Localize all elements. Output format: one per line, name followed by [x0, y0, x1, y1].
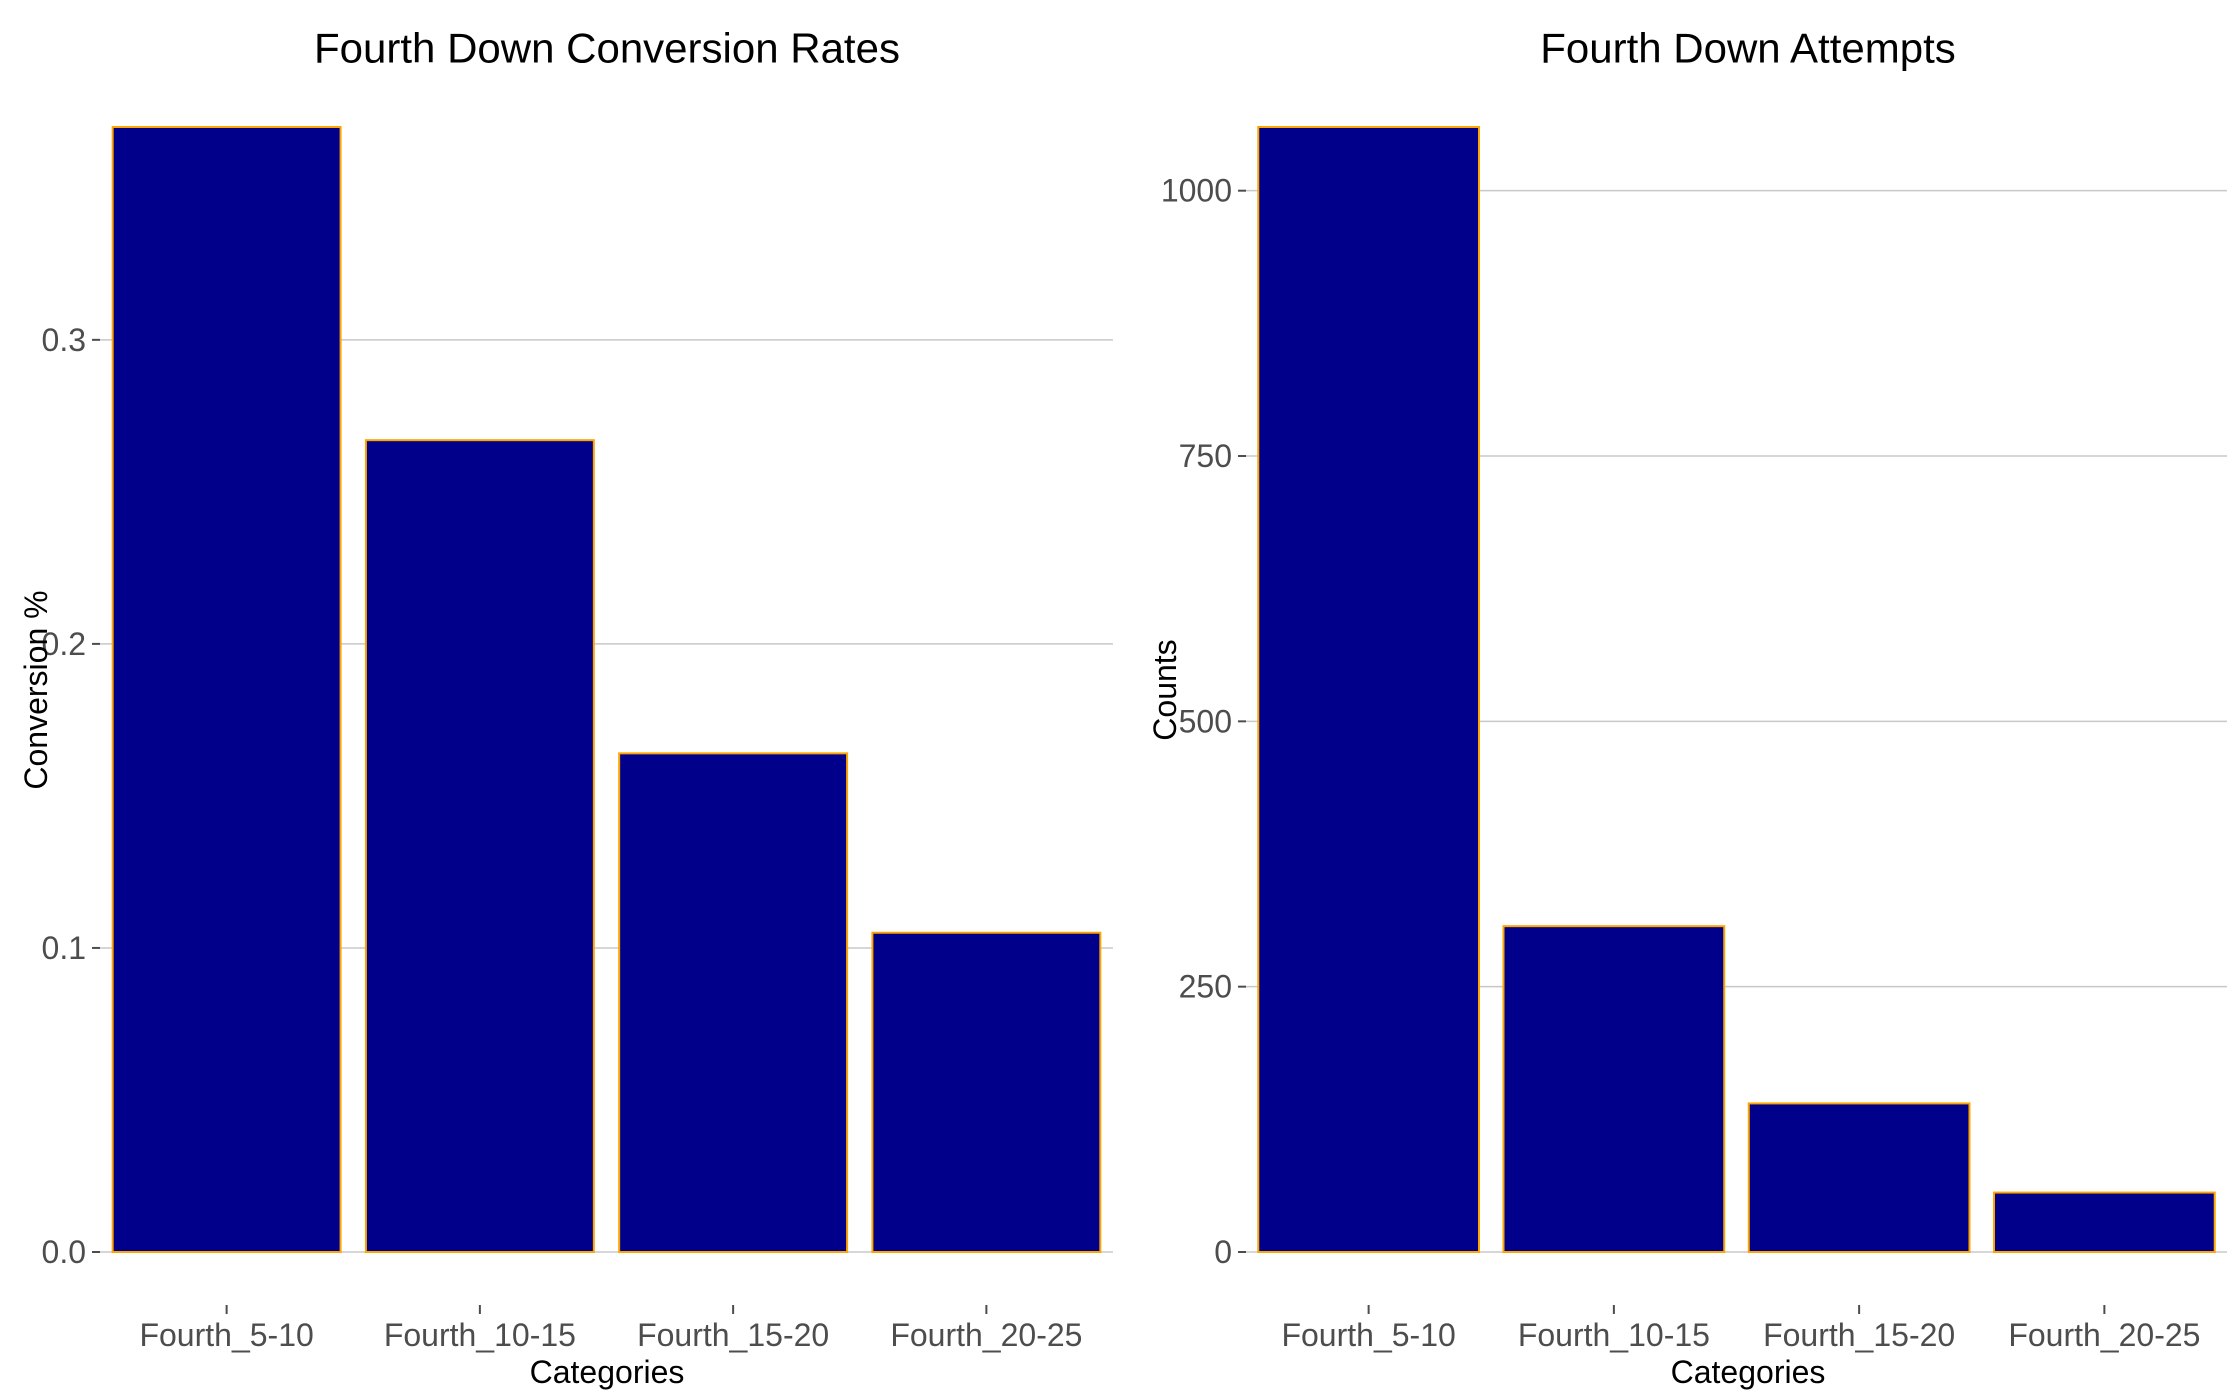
chart-panel-1: 0.0 0.1 0.2 0.3 Fourth_5-10 Fourth_10-15 Fourt… — [18, 25, 1113, 1390]
chart-panel-2: 0 250 500 750 1000 Fourth_5-10 Fourth_10-15 Fou… — [1147, 25, 2227, 1390]
x-tick-label: Fourth_20-25 — [890, 1317, 1082, 1353]
bar-fourth-5-10 — [1257, 126, 1480, 1253]
y-tick-label: 250 — [1179, 969, 1232, 1005]
bar-fourth-15-20 — [618, 752, 849, 1254]
y-axis-title: Conversion % — [18, 590, 54, 789]
y-tick-label: 0.3 — [42, 322, 86, 358]
bar-fourth-15-20 — [1747, 1102, 1971, 1253]
x-tick-label: Fourth_10-15 — [384, 1317, 576, 1353]
chart-title: Fourth Down Conversion Rates — [314, 25, 900, 72]
bar-fourth-10-15 — [364, 439, 595, 1254]
x-tick-label: Fourth_5-10 — [1281, 1317, 1455, 1353]
y-tick-label: 0 — [1214, 1234, 1232, 1270]
bar-fourth-20-25 — [871, 931, 1102, 1253]
y-tick-label: 750 — [1179, 438, 1232, 474]
x-axis-title: Categories — [1671, 1354, 1826, 1390]
y-tick-label: 0.2 — [42, 626, 86, 662]
x-tick-label: Fourth_15-20 — [637, 1317, 829, 1353]
x-tick-label: Fourth_5-10 — [139, 1317, 313, 1353]
y-tick-label: 500 — [1179, 703, 1232, 739]
x-tick-label: Fourth_15-20 — [1763, 1317, 1955, 1353]
y-tick-label: 1000 — [1161, 173, 1232, 209]
bar-fourth-5-10 — [111, 126, 342, 1253]
x-tick-label: Fourth_20-25 — [2008, 1317, 2200, 1353]
y-tick-label: 0.0 — [42, 1234, 86, 1270]
y-tick-label: 0.1 — [42, 930, 86, 966]
y-axis-title: Counts — [1147, 639, 1183, 740]
bar-fourth-20-25 — [1993, 1191, 2216, 1254]
x-axis-title: Categories — [530, 1354, 685, 1390]
bar-fourth-10-15 — [1502, 925, 1726, 1253]
chart-title: Fourth Down Attempts — [1540, 25, 1956, 72]
x-tick-label: Fourth_10-15 — [1518, 1317, 1710, 1353]
